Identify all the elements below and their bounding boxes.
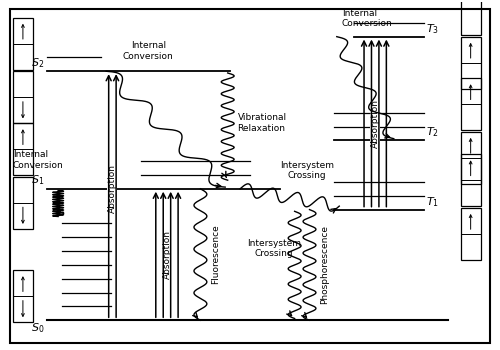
Text: Intersystem
Crossing: Intersystem Crossing: [247, 239, 301, 258]
Text: $T_1$: $T_1$: [426, 195, 439, 209]
Text: $S_2$: $S_2$: [31, 56, 44, 70]
Text: Fluorescence: Fluorescence: [212, 225, 220, 285]
Bar: [460, 78, 480, 130]
Bar: [13, 71, 33, 123]
Text: Absorption: Absorption: [370, 99, 380, 148]
Text: Internal
Conversion: Internal Conversion: [342, 9, 392, 28]
Text: $S_0$: $S_0$: [31, 321, 44, 335]
Bar: [460, 208, 480, 260]
Text: Vibrational
Relaxation: Vibrational Relaxation: [238, 113, 286, 133]
Text: $T_2$: $T_2$: [426, 126, 439, 139]
Text: $T_3$: $T_3$: [426, 22, 439, 36]
Bar: [460, 37, 480, 89]
Bar: [460, 154, 480, 206]
Text: Internal
Conversion: Internal Conversion: [123, 41, 174, 61]
Text: $S_1$: $S_1$: [31, 173, 44, 187]
Text: Intersystem
Crossing: Intersystem Crossing: [280, 161, 334, 180]
Bar: [13, 270, 33, 322]
Text: Absorption: Absorption: [108, 164, 117, 214]
Bar: [13, 177, 33, 229]
Bar: [460, 132, 480, 184]
FancyBboxPatch shape: [10, 9, 490, 343]
Bar: [460, 0, 480, 35]
Text: Phosphorescence: Phosphorescence: [320, 225, 330, 304]
Text: Internal
Conversion: Internal Conversion: [13, 150, 64, 170]
Bar: [13, 123, 33, 175]
Bar: [13, 18, 33, 70]
Text: Absorption: Absorption: [162, 230, 172, 279]
